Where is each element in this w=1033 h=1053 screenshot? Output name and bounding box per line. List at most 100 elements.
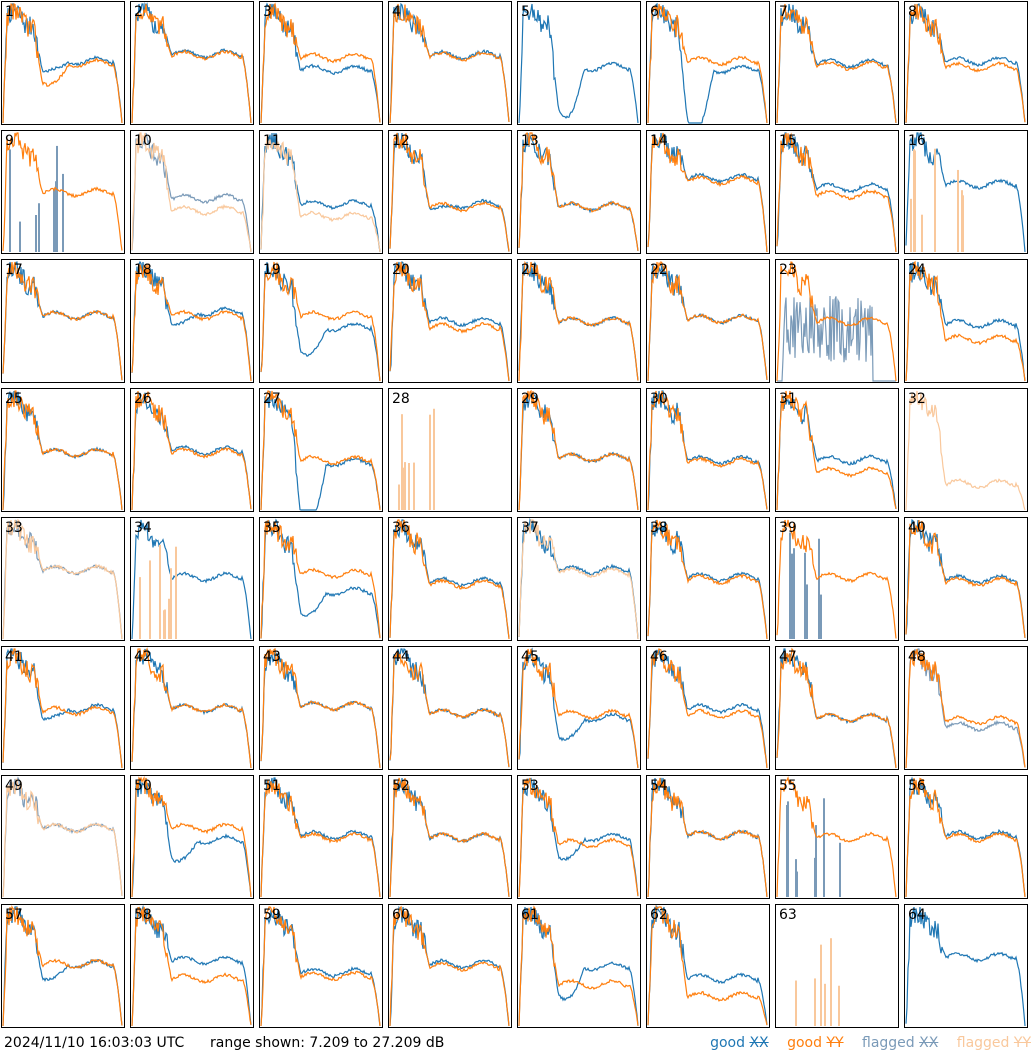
- panel-18-label: 18: [134, 262, 152, 278]
- panel-14-label: 14: [650, 133, 668, 149]
- series-yy-43: [260, 648, 381, 768]
- panel-45-frame: [517, 646, 641, 770]
- panel-3-label: 3: [263, 4, 272, 20]
- panel-55: 55: [775, 775, 899, 899]
- panel-3: 3: [259, 1, 383, 125]
- panel-57-label: 57: [5, 907, 23, 923]
- panel-17: 17: [1, 259, 125, 383]
- panel-4-frame: [388, 1, 512, 125]
- panel-19: 19: [259, 259, 383, 383]
- footer: 2024/11/10 16:03:03 UTC range shown: 7.2…: [0, 1033, 1033, 1053]
- panel-47-frame: [775, 646, 899, 770]
- legend-good-xx-pol: XX: [749, 1035, 769, 1051]
- panel-39: 39: [775, 517, 899, 641]
- panel-3-frame: [259, 1, 383, 125]
- series-xx-14: [647, 132, 768, 253]
- legend-good-xx-word: good: [710, 1035, 745, 1051]
- panel-37-label: 37: [521, 520, 539, 536]
- series-yy-13: [518, 131, 639, 251]
- panel-44-label: 44: [392, 649, 410, 665]
- series-yy-18: [131, 263, 252, 382]
- series-yy-20: [389, 261, 510, 382]
- series-xx-56: [905, 776, 1026, 898]
- panel-5-label: 5: [521, 4, 530, 20]
- series-xx-35: [260, 518, 381, 639]
- series-xx-58: [131, 904, 252, 1027]
- series-yy-12: [389, 132, 510, 252]
- panel-20: 20: [388, 259, 512, 383]
- series-xx-31: [776, 395, 897, 511]
- panel-15-label: 15: [779, 133, 797, 149]
- panel-50: 50: [130, 775, 254, 899]
- series-yy-46: [647, 648, 768, 769]
- panel-21-label: 21: [521, 262, 539, 278]
- series-yy-56: [905, 777, 1026, 898]
- panel-44: 44: [388, 646, 512, 770]
- panel-59: 59: [259, 904, 383, 1028]
- panel-30: 30: [646, 388, 770, 512]
- panel-41: 41: [1, 646, 125, 770]
- series-yy-24: [905, 260, 1026, 382]
- series-yy-60: [389, 905, 510, 1027]
- panel-12: 12: [388, 130, 512, 254]
- panel-1: 1: [1, 1, 125, 125]
- panel-6: 6: [646, 1, 770, 125]
- series-yy-11: [260, 135, 381, 253]
- panel-12-label: 12: [392, 133, 410, 149]
- series-yy-47: [776, 647, 897, 769]
- panel-25-label: 25: [5, 391, 23, 407]
- series-yy-29: [518, 389, 639, 511]
- range-text: range shown: 7.209 to 27.209 dB: [210, 1035, 445, 1051]
- series-yy-40: [905, 520, 1026, 638]
- panel-18: 18: [130, 259, 254, 383]
- series-yy-50: [131, 776, 252, 898]
- series-yy-2: [131, 3, 252, 124]
- panel-6-label: 6: [650, 4, 659, 20]
- panel-25: 25: [1, 388, 125, 512]
- panel-47: 47: [775, 646, 899, 770]
- panel-24-label: 24: [908, 262, 926, 278]
- series-yy-1: [2, 3, 123, 124]
- panel-5: 5: [517, 1, 641, 125]
- series-yy-53: [518, 777, 639, 898]
- panel-60-frame: [388, 904, 512, 1028]
- panel-52-label: 52: [392, 778, 410, 794]
- series-yy-36: [389, 519, 510, 640]
- series-xx-19: [260, 262, 381, 382]
- panel-62: 62: [646, 904, 770, 1028]
- panel-43-label: 43: [263, 649, 281, 665]
- panel-7: 7: [775, 1, 899, 125]
- series-xx-29: [518, 392, 639, 511]
- panel-32: 32: [904, 388, 1028, 512]
- panel-44-frame: [388, 646, 512, 770]
- series-yy-59: [260, 906, 381, 1027]
- series-xx-55: [786, 798, 841, 897]
- series-xx-6: [647, 2, 768, 124]
- series-yy-22: [647, 260, 768, 382]
- panel-23: 23: [775, 259, 899, 383]
- series-xx-5: [518, 3, 639, 124]
- panel-35-label: 35: [263, 520, 281, 536]
- panel-45-label: 45: [521, 649, 539, 665]
- series-xx-2: [131, 2, 252, 124]
- legend-good-yy-word: good: [787, 1035, 822, 1051]
- panel-2-label: 2: [134, 4, 143, 20]
- panel-61-frame: [517, 904, 641, 1028]
- panel-31: 31: [775, 388, 899, 512]
- panel-8-label: 8: [908, 4, 917, 20]
- panel-10: 10: [130, 130, 254, 254]
- series-xx-16: [905, 132, 1026, 252]
- panel-2: 2: [130, 1, 254, 125]
- series-yy-16: [910, 148, 964, 252]
- series-yy-31: [776, 390, 897, 511]
- series-yy-14: [647, 132, 768, 253]
- panel-64-frame: [904, 904, 1028, 1028]
- panel-53: 53: [517, 775, 641, 899]
- legend-good-yy-pol: YY: [826, 1035, 844, 1051]
- series-xx-34: [131, 519, 252, 640]
- series-yy-21: [518, 260, 639, 382]
- panel-47-label: 47: [779, 649, 797, 665]
- legend-flagged-xx-word: flagged: [862, 1035, 915, 1051]
- panel-1-frame: [1, 1, 125, 125]
- series-xx-18: [131, 260, 252, 380]
